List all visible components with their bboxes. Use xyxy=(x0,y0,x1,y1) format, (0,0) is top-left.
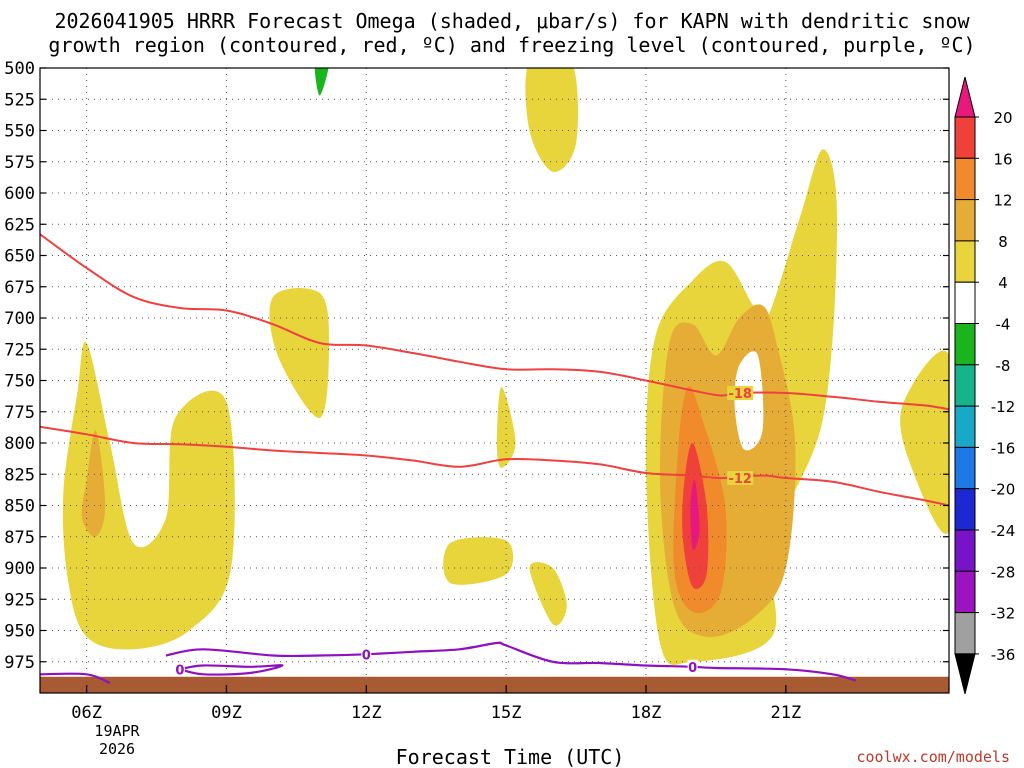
y-tick-label-675: 675 xyxy=(4,278,35,298)
omega-region--8-14 xyxy=(314,68,329,96)
y-tick-label-925: 925 xyxy=(4,590,35,610)
colorbar-swatch-6 xyxy=(954,323,976,366)
omega-region-4-0 xyxy=(62,341,235,650)
y-tick-label-600: 600 xyxy=(4,184,35,204)
omega-shading xyxy=(62,68,949,666)
colorbar-label-8: 8 xyxy=(998,233,1008,251)
freezing-contour-0 xyxy=(40,672,111,685)
dgz-label-bg xyxy=(727,386,754,400)
y-tick-label-875: 875 xyxy=(4,528,35,548)
surface-layer xyxy=(40,676,949,693)
colorbar: 20 16 12 8 4 -4 -8 -12 -16 -20 -24 -28 -32 -36 xyxy=(954,76,1016,695)
freezing-contour-label: 0 xyxy=(688,661,697,676)
contours: -18 -12 0 0 0 xyxy=(40,233,949,685)
colorbar-swatch-13 xyxy=(954,612,976,655)
colorbar-label--12: -12 xyxy=(991,398,1016,416)
dgz-contour-label: -12 xyxy=(728,472,752,487)
x-tick-label-09Z: 09Z xyxy=(211,703,242,723)
colorbar-label-4: 4 xyxy=(998,274,1008,292)
colorbar-label-12: 12 xyxy=(993,192,1012,210)
colorbar-label--4: -4 xyxy=(996,316,1011,334)
omega-region-4-5 xyxy=(529,562,567,626)
colorbar-swatch-5 xyxy=(954,281,976,325)
colorbar-swatch-4 xyxy=(954,240,976,283)
y-tick-label-625: 625 xyxy=(4,215,35,235)
y-axis: 500 525 550 575 600 625 650 675 700 725 750 775 800 8… xyxy=(4,59,949,673)
omega-region-4-3 xyxy=(496,386,516,468)
y-tick-label-525: 525 xyxy=(4,90,35,110)
y-tick-label-550: 550 xyxy=(4,122,35,142)
y-tick-label-900: 900 xyxy=(4,559,35,579)
y-tick-label-975: 975 xyxy=(4,653,35,673)
freezing-contour-label: 0 xyxy=(175,663,184,678)
omega-region-4-4 xyxy=(443,537,514,585)
dgz-contour-label: -18 xyxy=(728,387,752,402)
omega-region-8-8 xyxy=(81,430,106,538)
x-tick-label-06Z: 06Z xyxy=(71,703,102,723)
y-tick-label-800: 800 xyxy=(4,434,35,454)
colorbar-swatch-1 xyxy=(954,116,976,159)
x-axis-title: Forecast Time (UTC) xyxy=(396,745,625,768)
y-tick-label-825: 825 xyxy=(4,465,35,485)
colorbar-label-16: 16 xyxy=(993,150,1012,168)
freezing-contour-label: 0 xyxy=(362,648,371,663)
y-tick-label-850: 850 xyxy=(4,497,35,517)
x-axis: 06Z 09Z 12Z 15Z 18Z 21Z xyxy=(71,685,801,723)
x-tick-label-18Z: 18Z xyxy=(631,703,662,723)
omega-region-4-2 xyxy=(525,68,579,172)
colorbar-label--36: -36 xyxy=(991,646,1016,664)
omega-region-4-13 xyxy=(734,351,764,451)
y-tick-label-725: 725 xyxy=(4,340,35,360)
y-tick-label-775: 775 xyxy=(4,403,35,423)
colorbar-label--32: -32 xyxy=(991,605,1016,623)
colorbar-label--28: -28 xyxy=(991,563,1016,581)
colorbar-swatch-7 xyxy=(954,364,976,407)
omega-region-20-12 xyxy=(690,479,700,551)
omega-region-4-7 xyxy=(900,350,949,534)
colorbar-swatch-8 xyxy=(954,405,976,448)
colorbar-label--8: -8 xyxy=(996,357,1011,375)
x-tick-label-12Z: 12Z xyxy=(351,703,382,723)
y-tick-label-575: 575 xyxy=(4,153,35,173)
colorbar-swatch-9 xyxy=(954,446,976,490)
freezing-label-bg xyxy=(687,659,698,673)
chart-title-line-1: 2026041905 HRRR Forecast Omega (shaded, … xyxy=(54,9,970,33)
colorbar-label-20: 20 xyxy=(993,109,1012,127)
dgz-contour--18 xyxy=(40,233,949,411)
x-date-label-2: 2026 xyxy=(99,740,135,758)
colorbar-swatch-2 xyxy=(954,157,976,201)
colorbar-bottom-arrow xyxy=(954,653,976,695)
omega-region-4-1 xyxy=(269,287,329,419)
colorbar-swatch-11 xyxy=(954,529,976,572)
y-tick-label-700: 700 xyxy=(4,309,35,329)
dgz-label-bg xyxy=(727,471,754,485)
y-tick-label-500: 500 xyxy=(4,59,35,79)
surface-fill xyxy=(40,676,949,693)
dgz-contour--12 xyxy=(40,425,949,507)
x-date-label-1: 19APR xyxy=(94,722,140,740)
colorbar-swatch-12 xyxy=(954,570,976,614)
y-tick-label-650: 650 xyxy=(4,247,35,267)
colorbar-label--20: -20 xyxy=(991,481,1016,499)
colorbar-label--24: -24 xyxy=(991,522,1016,540)
freezing-label-bg xyxy=(174,662,185,676)
freezing-contour-2 xyxy=(175,664,284,676)
chart-title-line-2: growth region (contoured, red, ºC) and f… xyxy=(48,33,975,57)
freezing-contour-1 xyxy=(165,641,857,682)
colorbar-swatch-10 xyxy=(954,488,976,531)
y-tick-label-950: 950 xyxy=(4,622,35,642)
x-tick-label-21Z: 21Z xyxy=(770,703,801,723)
watermark: coolwx.com/models xyxy=(856,748,1010,766)
y-tick-label-750: 750 xyxy=(4,372,35,392)
colorbar-label--16: -16 xyxy=(991,439,1016,457)
colorbar-swatch-3 xyxy=(954,199,976,242)
x-tick-label-15Z: 15Z xyxy=(491,703,522,723)
freezing-label-bg xyxy=(361,647,372,661)
colorbar-top-arrow xyxy=(954,76,976,118)
